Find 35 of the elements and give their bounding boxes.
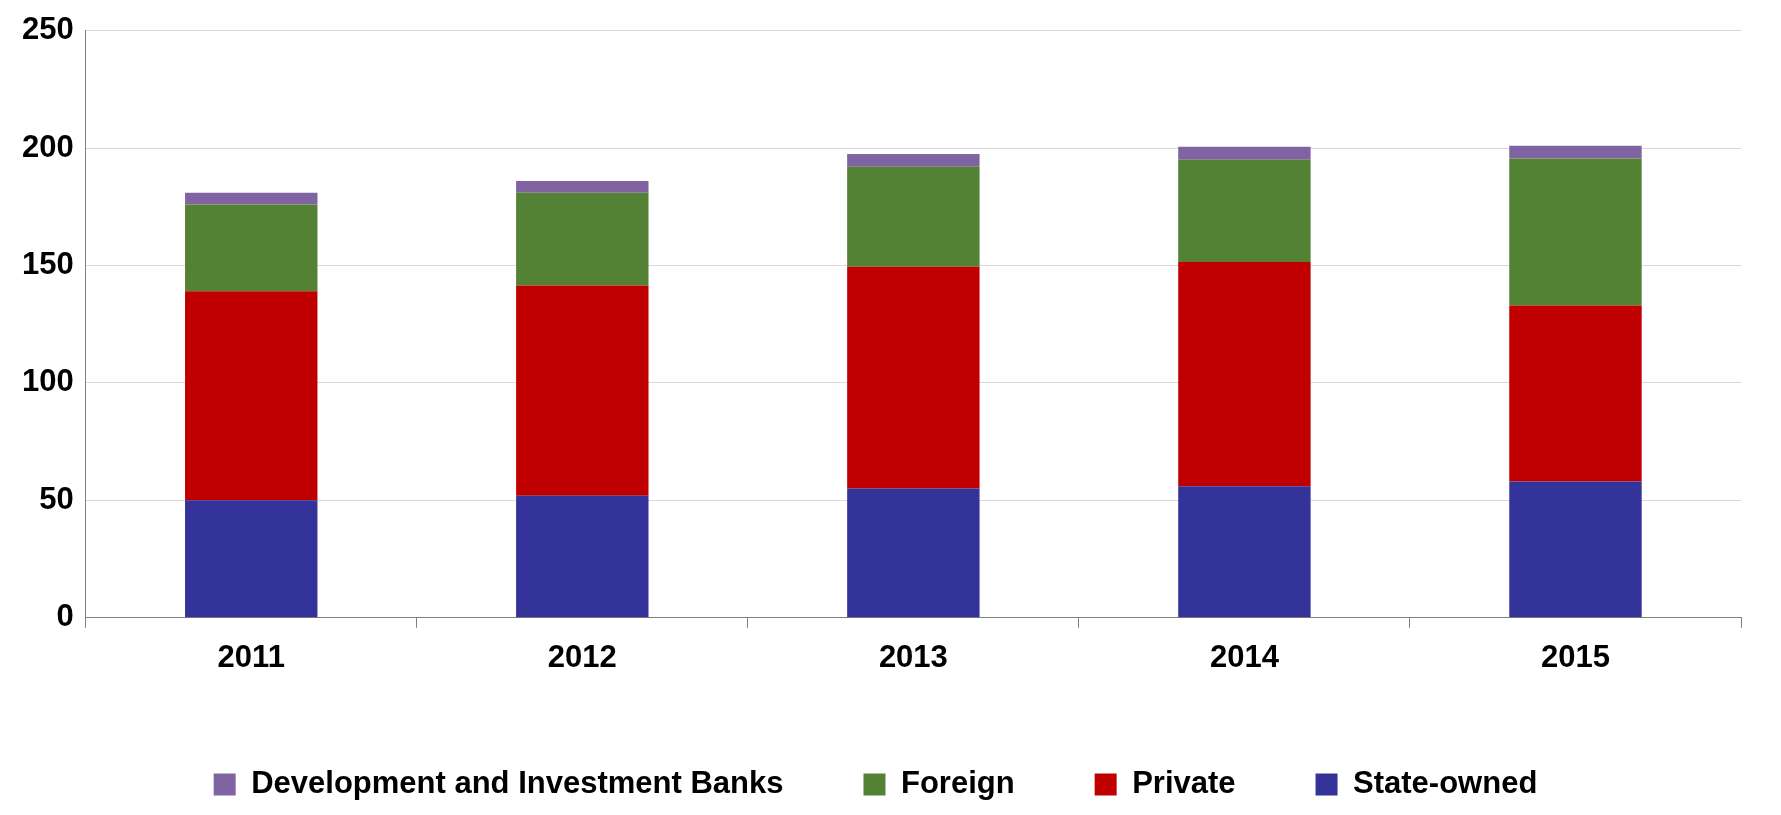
bar xyxy=(1178,146,1311,160)
bar xyxy=(1178,486,1311,618)
legend-label: State-owned xyxy=(1353,765,1538,801)
y-tick-label: 200 xyxy=(21,128,74,164)
x-tick-label: 2013 xyxy=(878,638,948,674)
bar xyxy=(516,180,649,193)
bar xyxy=(1178,261,1311,487)
bar xyxy=(185,204,318,292)
bar xyxy=(847,266,980,489)
bar xyxy=(516,285,649,496)
bar xyxy=(1509,481,1642,618)
bar xyxy=(185,192,318,205)
legend-label: Development and Investment Banks xyxy=(251,765,784,801)
legend-label: Private xyxy=(1132,765,1236,801)
x-tick-label: 2011 xyxy=(217,638,285,674)
y-tick-label: 250 xyxy=(21,11,74,47)
bar xyxy=(847,166,980,267)
bar xyxy=(1178,159,1311,262)
bar xyxy=(1509,158,1642,306)
bar xyxy=(516,495,649,618)
y-tick-label: 50 xyxy=(39,480,74,516)
bar xyxy=(1509,305,1642,482)
x-tick-label: 2015 xyxy=(1540,638,1610,674)
bar xyxy=(516,192,649,286)
bar xyxy=(847,153,980,167)
bar xyxy=(1509,145,1642,159)
bar xyxy=(847,488,980,618)
y-tick-label: 100 xyxy=(21,363,74,399)
x-tick-label: 2014 xyxy=(1209,638,1280,674)
bar xyxy=(185,291,318,501)
bar xyxy=(185,500,318,618)
y-tick-label: 0 xyxy=(56,598,74,634)
x-tick-label: 2012 xyxy=(547,638,617,674)
legend-label: Foreign xyxy=(900,765,1015,801)
y-tick-label: 150 xyxy=(21,246,74,282)
